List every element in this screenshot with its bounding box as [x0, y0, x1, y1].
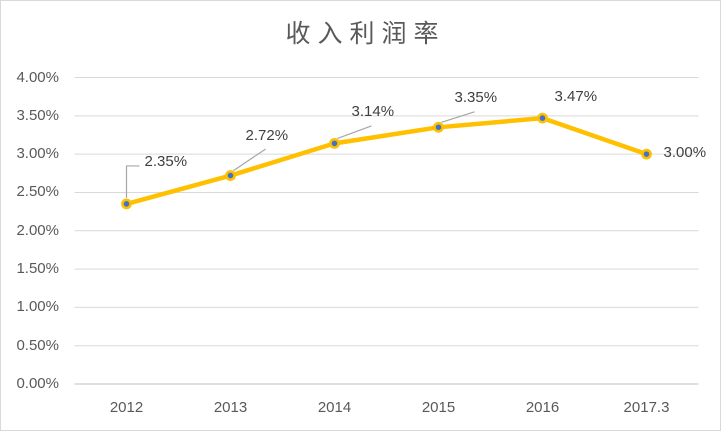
x-category-label: 2015 [421, 399, 456, 416]
x-category-label: 2014 [317, 399, 352, 416]
x-category-label: 2013 [213, 399, 248, 416]
data-point-marker [329, 137, 340, 149]
y-tick-label: 3.00% [16, 145, 59, 163]
data-point-marker [641, 148, 652, 160]
leader-line [233, 148, 266, 172]
y-tick-label: 3.50% [16, 106, 59, 124]
data-point-label: 3.14% [351, 103, 395, 121]
leader-line [337, 125, 372, 139]
data-point-label: 3.47% [554, 88, 598, 106]
leader-line [125, 165, 140, 198]
data-point-label: 3.35% [454, 89, 498, 107]
x-category-label: 2012 [109, 399, 144, 416]
x-category-label: 2016 [525, 399, 560, 416]
data-point-label: 2.72% [245, 126, 289, 144]
y-tick-label: 4.00% [16, 68, 59, 86]
data-point-label: 3.00% [663, 144, 707, 162]
y-tick-label: 0.00% [16, 375, 59, 392]
data-point-marker [121, 198, 132, 210]
y-tick-label: 1.50% [16, 260, 59, 278]
data-point-label: 2.35% [144, 152, 188, 170]
data-point-marker [537, 112, 548, 124]
leader-line [441, 111, 475, 123]
x-category-label: 2017.3 [623, 399, 670, 416]
y-tick-label: 1.00% [16, 298, 59, 316]
chart-title: 收入利润率 [285, 20, 446, 48]
y-tick-label: 0.50% [16, 336, 59, 354]
data-point-marker [433, 121, 444, 133]
series-line [124, 115, 649, 207]
y-tick-label: 2.50% [16, 183, 59, 201]
data-point-marker [225, 170, 236, 181]
y-tick-label: 2.00% [16, 221, 59, 239]
